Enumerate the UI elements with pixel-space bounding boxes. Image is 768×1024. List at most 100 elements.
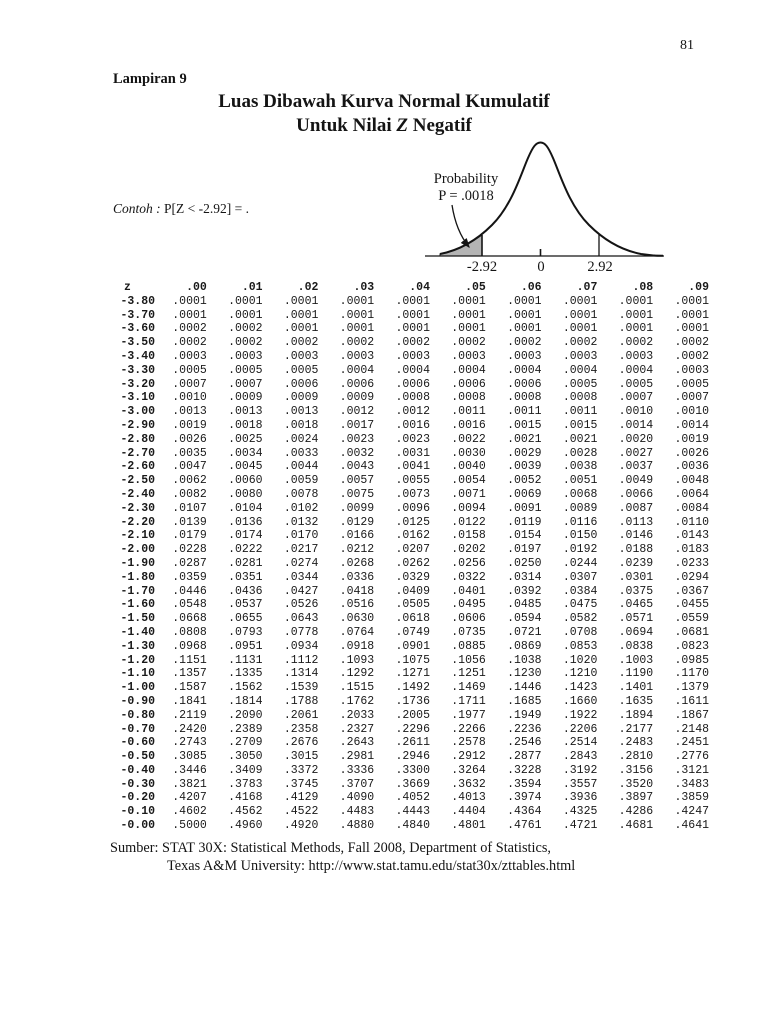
value-cell: .0011	[507, 405, 542, 419]
value-cell: .0091	[507, 501, 542, 515]
value-cell: .0250	[507, 556, 542, 570]
value-cell: .0038	[562, 460, 598, 474]
table-row: -2.80 .0026 .0025 .0024 .0023 .0023 .0022 .0021…	[112, 433, 715, 447]
value-cell: .0336	[339, 570, 375, 584]
z-cell: -1.40	[120, 625, 155, 639]
value-cell: .3192	[562, 763, 598, 777]
value-cell: .0001	[674, 322, 709, 336]
value-cell: .1357	[172, 667, 207, 681]
value-cell: .0207	[395, 543, 430, 557]
value-cell: .2266	[451, 722, 486, 736]
z-cell: -1.80	[120, 570, 155, 584]
value-cell: .0655	[228, 612, 263, 626]
value-cell: .0001	[451, 322, 486, 336]
value-cell: .1660	[562, 694, 598, 708]
value-cell: .2743	[172, 736, 207, 750]
value-cell: .3156	[618, 763, 654, 777]
value-cell: .0004	[507, 363, 542, 377]
z-cell: -3.20	[120, 377, 155, 391]
table-row: -1.10 .1357 .1335 .1314 .1292 .1271 .1251 .1230…	[112, 667, 715, 681]
value-cell: .1292	[339, 667, 375, 681]
value-cell: .0003	[674, 363, 709, 377]
value-cell: .4404	[451, 805, 486, 819]
value-cell: .0012	[339, 405, 375, 419]
value-cell: .4880	[339, 819, 375, 833]
z-cell: -0.30	[120, 777, 155, 791]
value-cell: .0708	[562, 625, 598, 639]
value-cell: .1492	[395, 681, 430, 695]
z-cell: -2.00	[120, 543, 155, 557]
value-cell: .1335	[228, 667, 263, 681]
value-cell: .0034	[228, 446, 263, 460]
value-cell: .1379	[674, 681, 709, 695]
value-cell: .4681	[618, 819, 654, 833]
value-cell: .3228	[507, 763, 542, 777]
value-cell: .0001	[172, 308, 207, 322]
value-cell: .0003	[172, 349, 207, 363]
value-cell: .0001	[172, 294, 207, 308]
table-row: -1.20 .1151 .1131 .1112 .1093 .1075 .1056 .1038…	[112, 654, 715, 668]
value-cell: .3300	[395, 763, 430, 777]
value-cell: .0004	[618, 363, 654, 377]
value-cell: .0002	[339, 336, 375, 350]
value-cell: .0001	[562, 322, 598, 336]
value-cell: .0045	[228, 460, 263, 474]
z-cell: -2.20	[120, 515, 155, 529]
value-cell: .1587	[172, 681, 207, 695]
value-cell: .0068	[562, 487, 598, 501]
value-cell: .0110	[674, 515, 709, 529]
value-cell: .0001	[562, 294, 598, 308]
value-cell: .4052	[395, 791, 430, 805]
value-cell: .4522	[283, 805, 319, 819]
z-cell: -1.20	[120, 653, 155, 667]
value-cell: .0465	[618, 598, 654, 612]
value-cell: .0013	[228, 405, 263, 419]
value-cell: .1230	[507, 667, 542, 681]
value-cell: .0384	[562, 584, 598, 598]
value-cell: .0427	[283, 584, 319, 598]
column-header: .09	[688, 281, 709, 294]
value-cell: .1611	[674, 694, 709, 708]
value-cell: .0166	[339, 529, 375, 543]
value-cell: .3085	[172, 750, 207, 764]
value-cell: .0089	[562, 501, 598, 515]
x-label-right: 2.92	[587, 259, 612, 275]
value-cell: .0003	[339, 349, 375, 363]
value-cell: .0436	[228, 584, 263, 598]
value-cell: .1190	[618, 667, 654, 681]
value-cell: .0125	[395, 515, 430, 529]
value-cell: .0262	[395, 556, 430, 570]
value-cell: .0032	[339, 446, 375, 460]
value-cell: .0548	[172, 598, 207, 612]
value-cell: .0003	[451, 349, 486, 363]
value-cell: .2090	[228, 708, 263, 722]
table-row: -2.40 .0082 .0080 .0078 .0075 .0073 .0071 .0069…	[112, 488, 715, 502]
value-cell: .4207	[172, 791, 207, 805]
value-cell: .0001	[674, 294, 709, 308]
value-cell: .3936	[562, 791, 598, 805]
table-row: -3.20 .0007 .0007 .0006 .0006 .0006 .0006 .0006…	[112, 378, 715, 392]
z-cell: -1.10	[120, 667, 155, 681]
value-cell: .1515	[339, 681, 375, 695]
z-cell: -2.40	[120, 487, 155, 501]
value-cell: .0001	[339, 308, 375, 322]
value-cell: .2643	[339, 736, 375, 750]
value-cell: .0244	[562, 556, 598, 570]
value-cell: .3264	[451, 763, 486, 777]
value-cell: .0256	[451, 556, 486, 570]
title-line-1: Luas Dibawah Kurva Normal Kumulatif	[218, 91, 550, 112]
probability-annotation-line1: Probability	[434, 171, 499, 187]
table-row: -1.70 .0446 .0436 .0427 .0418 .0409 .0401 .0392…	[112, 585, 715, 599]
table-row: -0.00 .5000 .4960 .4920 .4880 .4840 .4801 .4761…	[112, 819, 715, 833]
value-cell: .0001	[507, 294, 542, 308]
value-cell: .0022	[451, 432, 486, 446]
value-cell: .0102	[283, 501, 319, 515]
table-row: -3.60 .0002 .0002 .0001 .0001 .0001 .0001 .0001…	[112, 322, 715, 336]
value-cell: .0030	[451, 446, 486, 460]
value-cell: .0003	[395, 349, 430, 363]
value-cell: .2358	[283, 722, 319, 736]
table-row: -1.00 .1587 .1562 .1539 .1515 .1492 .1469 .1446…	[112, 681, 715, 695]
value-cell: .4721	[562, 819, 598, 833]
value-cell: .0006	[339, 377, 375, 391]
value-cell: .3897	[618, 791, 654, 805]
